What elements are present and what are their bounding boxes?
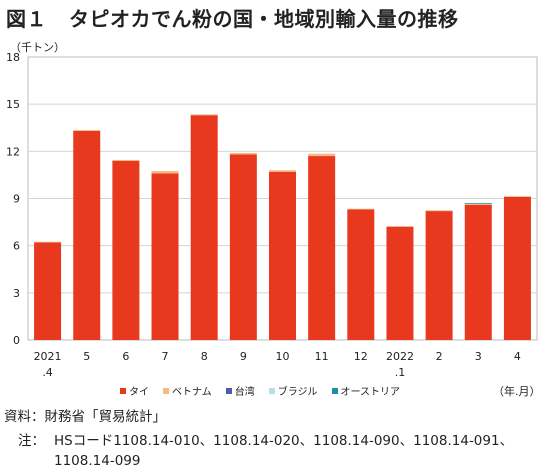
y-tick-label: 3 (13, 287, 20, 300)
bar-thailand (34, 242, 62, 340)
bar-segment (308, 153, 336, 157)
note-text: HSコード1108.14-010、1108.14-020、1108.14-090… (54, 433, 514, 469)
legend-label: 台湾 (234, 387, 255, 398)
legend-swatch (331, 387, 338, 394)
bar-segment (386, 226, 414, 227)
bar-thailand (308, 156, 336, 340)
legend-item: ブラジル (268, 383, 318, 398)
legend-label: オーストリア (340, 387, 401, 398)
bar-segment (73, 130, 101, 131)
chart-legend: タイ ベトナム 台湾 ブラジル オーストリア (120, 383, 400, 398)
figure-number: 図１ (6, 7, 47, 31)
x-tick-label: 10 (276, 350, 290, 363)
x-tick-label: 4 (514, 350, 521, 363)
note-label: 注： (18, 433, 45, 449)
x-tick-label: 2022 (386, 350, 414, 363)
legend-swatch (163, 387, 169, 394)
x-tick-label: 2021 (34, 350, 62, 363)
legend-swatch (225, 387, 232, 394)
bar-thailand (386, 226, 414, 340)
bar-segment (269, 170, 296, 172)
bar-thailand (425, 211, 453, 340)
y-tick-label: 9 (13, 193, 20, 206)
x-tick-label: 9 (240, 350, 247, 363)
bar-thailand (112, 160, 140, 340)
legend-swatch (120, 387, 126, 394)
legend-label: ベトナム (172, 387, 212, 398)
legend-item: オーストリア (331, 383, 401, 398)
bar-segment (464, 203, 492, 205)
x-tick-label: 5 (83, 350, 90, 363)
bar-segment (347, 208, 375, 210)
bar-segment (503, 196, 531, 197)
bar-chart: 0 3 6 9 12 15 18 2021 .4 5 6 7 8 9 10 11 12 2022 .1 2 3 4 (6, 51, 538, 379)
chart-title: 図１ タピオカでん粉の国・地域別輸入量の推移 (6, 3, 459, 32)
bar-thailand (73, 130, 101, 340)
x-tick-label: 11 (315, 350, 329, 363)
y-unit-label: （千トン） (10, 41, 65, 54)
x-tick-label: 2 (436, 350, 443, 363)
legend-item: タイ (120, 383, 149, 398)
bar-thailand (151, 173, 179, 340)
x-unit-label: （年.月） (493, 385, 541, 398)
legend-item: 台湾 (225, 383, 255, 398)
x-tick-label: 12 (354, 350, 368, 363)
bar-segment (34, 241, 62, 243)
figure-title-text: タピオカでん粉の国・地域別輸入量の推移 (69, 7, 459, 31)
y-tick-label: 6 (13, 240, 20, 253)
bar-segment (464, 204, 492, 205)
y-tick-label: 18 (6, 51, 20, 64)
x-tick-label: 6 (122, 350, 129, 363)
legend-swatch (268, 387, 275, 394)
bar-segment (229, 152, 257, 155)
bar-segment (112, 159, 140, 161)
y-tick-label: 12 (6, 145, 20, 158)
bar-thailand (503, 196, 531, 340)
y-tick-label: 15 (6, 98, 20, 111)
legend-item: ベトナム (163, 383, 212, 398)
x-tick-label: 3 (475, 350, 482, 363)
legend-label: ブラジル (277, 387, 318, 398)
x-tick-sublabel: .4 (42, 366, 53, 379)
bar-thailand (229, 154, 257, 340)
bar-thailand (347, 209, 375, 340)
bar-thailand (190, 115, 218, 340)
source-text: 資料：財務省「貿易統計」 (4, 409, 166, 425)
x-tick-label: 7 (162, 350, 169, 363)
bar-segment (190, 114, 218, 116)
bar-thailand (269, 171, 296, 340)
bar-segment (425, 210, 453, 212)
bar-segment (151, 170, 179, 174)
legend-label: タイ (129, 387, 149, 398)
x-tick-sublabel: .1 (395, 366, 406, 379)
bar-thailand (464, 204, 492, 340)
note: 注： HSコード1108.14-010、1108.14-020、1108.14-… (4, 431, 544, 471)
x-tick-label: 8 (201, 350, 208, 363)
y-tick-label: 0 (13, 334, 20, 347)
